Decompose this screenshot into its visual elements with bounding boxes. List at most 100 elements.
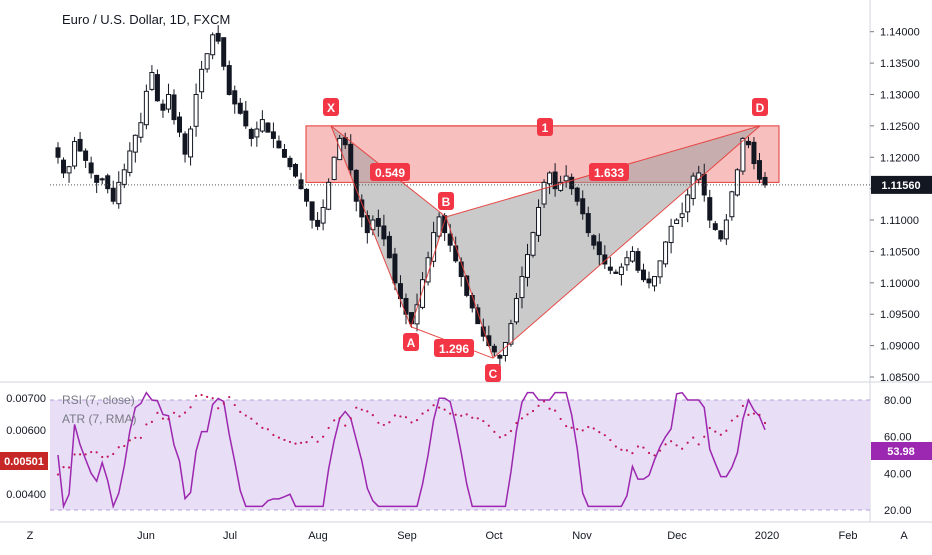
atr-dot xyxy=(570,426,573,429)
price-tick-label: 1.10000 xyxy=(880,278,920,290)
rsi-legend[interactable]: RSI (7, close) xyxy=(62,393,135,407)
atr-dot xyxy=(161,417,165,420)
price-tick-label: 1.13000 xyxy=(880,89,920,101)
atr-dot xyxy=(714,430,717,433)
candle-body xyxy=(210,34,216,56)
atr-dot xyxy=(277,436,281,439)
atr-dot xyxy=(167,418,170,421)
atr-dot xyxy=(504,433,507,437)
candle-body xyxy=(646,278,652,284)
candle-body xyxy=(381,225,387,240)
candle-body xyxy=(536,206,542,236)
candle-body xyxy=(707,197,713,221)
price-pane[interactable] xyxy=(50,0,870,377)
pattern-line xyxy=(492,125,761,359)
atr-dot xyxy=(156,411,159,415)
candle-body xyxy=(585,213,591,234)
price-tick-label: 1.09000 xyxy=(880,341,920,353)
price-axis-ticks[interactable]: 1.14000 1.13500 1.13000 1.12500 1.12000 1.115… xyxy=(870,27,920,384)
candle-body xyxy=(723,219,729,240)
atr-dot xyxy=(730,419,733,422)
candle-layer xyxy=(55,25,768,367)
atr-dot xyxy=(708,426,711,430)
candle-body xyxy=(193,93,199,127)
point-x-label-bg xyxy=(323,98,339,116)
atr-dot xyxy=(288,440,292,444)
atr-dot xyxy=(454,413,457,416)
candle-body xyxy=(121,169,127,185)
atr-dot xyxy=(371,414,374,417)
time-label: Sep xyxy=(397,530,417,542)
candle-body xyxy=(436,216,442,237)
atr-dot xyxy=(515,421,518,425)
atr-dot xyxy=(355,406,358,409)
atr-dot xyxy=(681,447,684,450)
indicator-layer xyxy=(56,391,767,510)
rsi-value: 53.98 xyxy=(887,446,915,458)
atr-dot xyxy=(653,454,656,457)
point-x-label: X xyxy=(327,101,335,115)
atr-dot xyxy=(123,444,126,448)
atr-dot xyxy=(670,440,673,443)
candle-body xyxy=(66,166,72,174)
rsi-tick-label: 20.00 xyxy=(884,505,912,517)
candle-body xyxy=(657,260,663,278)
candle-body xyxy=(72,141,78,167)
candle-body xyxy=(143,90,149,126)
candle-body xyxy=(712,223,718,230)
candle-body xyxy=(563,175,569,182)
candle-body xyxy=(199,68,205,93)
timezone-corner[interactable]: Z xyxy=(27,530,34,542)
atr-tick-label: 0.00400 xyxy=(6,489,46,501)
rsi-tick-label: 60.00 xyxy=(884,432,912,444)
atr-dot xyxy=(90,450,93,454)
price-tick-label: 1.14000 xyxy=(880,27,920,39)
price-tick-label: 1.10500 xyxy=(880,246,920,258)
last-price-badge: 1.11560 xyxy=(871,175,932,194)
atr-dot xyxy=(382,423,385,427)
atr-dot xyxy=(327,426,330,430)
candle-body xyxy=(105,175,111,190)
auto-scale-button[interactable]: A xyxy=(900,530,908,542)
atr-dot xyxy=(620,448,623,451)
atr-dot xyxy=(266,428,269,431)
candle-body xyxy=(431,232,437,262)
candle-body xyxy=(734,169,740,196)
atr-dot xyxy=(294,442,297,445)
candle-body xyxy=(558,181,564,191)
atr-dot xyxy=(703,435,706,438)
xab-triangle xyxy=(331,125,446,327)
atr-dot xyxy=(283,438,286,442)
atr-dot xyxy=(587,425,590,429)
atr-legend[interactable]: ATR (7, RMA) xyxy=(62,412,136,426)
atr-dot xyxy=(62,466,65,469)
atr-dot xyxy=(625,449,629,452)
atr-dot xyxy=(178,415,181,418)
bcd-triangle xyxy=(446,125,760,359)
atr-dot xyxy=(316,440,319,443)
candle-body xyxy=(99,178,105,181)
atr-dot xyxy=(465,413,468,416)
candle-body xyxy=(718,230,724,240)
atr-axis-ticks: 0.00700 0.00600 0.00400 xyxy=(6,393,46,501)
candle-body xyxy=(326,181,332,210)
time-label: Dec xyxy=(667,530,687,542)
candle-body xyxy=(756,160,762,180)
atr-dot xyxy=(56,473,60,476)
time-axis-labels[interactable]: Jun Jul Aug Sep Oct Nov Dec 2020 Feb xyxy=(137,530,857,542)
candle-body xyxy=(94,174,100,183)
candle-body xyxy=(315,219,321,227)
atr-dot xyxy=(509,429,513,433)
price-tick-label: 1.13500 xyxy=(880,58,920,70)
candle-body xyxy=(375,218,381,227)
atr-dot xyxy=(67,466,71,469)
atr-dot xyxy=(487,424,490,427)
candle-body xyxy=(425,257,431,283)
candle-body xyxy=(77,138,83,152)
candle-body xyxy=(569,176,575,190)
candle-body xyxy=(204,53,210,70)
atr-dot xyxy=(758,413,761,416)
atr-dot xyxy=(581,429,584,432)
atr-dot xyxy=(250,417,253,420)
candle-body xyxy=(110,187,116,202)
